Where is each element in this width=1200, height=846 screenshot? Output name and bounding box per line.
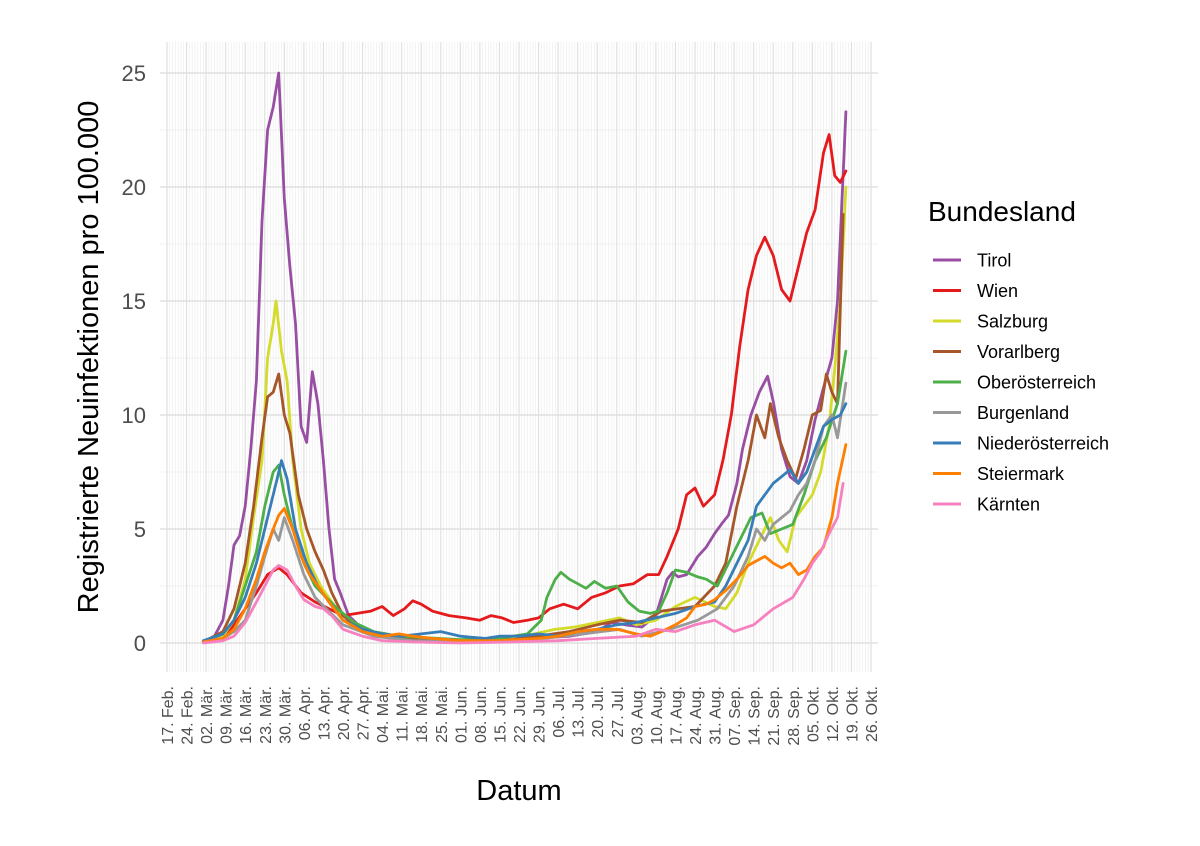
x-axis-title: Datum <box>476 775 561 807</box>
x-tick-label: 20. Apr. <box>336 686 353 740</box>
x-tick-label: 10. Aug. <box>649 686 666 745</box>
legend-label: Salzburg <box>977 312 1048 332</box>
x-tick-label: 21. Sep. <box>766 686 783 746</box>
x-tick-label: 01. Jun. <box>453 686 470 743</box>
x-tick-label: 08. Jun. <box>473 686 490 743</box>
x-tick-label: 17. Aug. <box>668 686 685 745</box>
x-tick-label: 02. Mär. <box>199 686 216 744</box>
major-gridlines <box>160 42 878 672</box>
legend-label: Tirol <box>977 251 1011 271</box>
y-axis-tick-labels: 0 5 10 15 20 25 <box>122 61 146 656</box>
x-tick-label: 16. Mär. <box>238 686 255 744</box>
x-tick-label: 20. Jul. <box>590 686 607 738</box>
legend-label: Vorarlberg <box>977 342 1060 362</box>
x-tick-label: 12. Okt. <box>825 686 842 742</box>
legend-label: Oberösterreich <box>977 373 1096 393</box>
x-tick-label: 19. Okt. <box>844 686 861 742</box>
x-tick-label: 13. Apr. <box>316 686 333 740</box>
series-line-steiermark <box>201 443 848 644</box>
legend-label: Steiermark <box>977 464 1065 484</box>
x-tick-label: 30. Mär. <box>277 686 294 744</box>
legend-label: Wien <box>977 281 1018 301</box>
y-tick-label: 0 <box>134 631 146 656</box>
legend-label: Niederösterreich <box>977 434 1109 454</box>
series-line-salzburg <box>201 185 848 644</box>
y-tick-label: 5 <box>134 517 146 542</box>
x-tick-label: 29. Jun. <box>532 686 549 743</box>
x-tick-label: 05. Okt. <box>805 686 822 742</box>
x-tick-label: 27. Apr. <box>356 686 373 740</box>
x-tick-label: 22. Jun. <box>512 686 529 743</box>
x-tick-label: 15. Jun. <box>492 686 509 743</box>
series-line-nieder-sterreich <box>201 402 848 643</box>
x-tick-label: 07. Sep. <box>727 686 744 746</box>
x-tick-label: 03. Aug. <box>629 686 646 745</box>
x-tick-label: 26. Okt. <box>864 686 881 742</box>
series-line-ober-sterreich <box>201 349 848 644</box>
y-tick-label: 25 <box>122 61 146 86</box>
x-tick-label: 31. Aug. <box>708 686 725 745</box>
x-tick-label: 23. Mär. <box>258 686 275 744</box>
x-tick-label: 18. Mai. <box>414 686 431 743</box>
x-tick-label: 25. Mai. <box>434 686 451 743</box>
legend-title: Bundesland <box>928 196 1076 227</box>
x-tick-label: 24. Feb. <box>180 686 197 745</box>
legend-label: Kärnten <box>977 495 1040 515</box>
x-tick-label: 11. Mai. <box>395 686 412 742</box>
x-axis-tick-labels: 17. Feb. 24. Feb. 02. Mär. 09. Mär. 16. Mär.… <box>160 686 881 746</box>
x-tick-label: 04. Mai. <box>375 686 392 743</box>
legend-label: Burgenland <box>977 403 1069 423</box>
series-line-burgenland <box>201 381 848 644</box>
legend: Bundesland Tirol Wien Salzburg Vorarlberg Ob… <box>928 196 1109 515</box>
y-axis-title: Registrierte Neuinfektionen pro 100.000 <box>73 101 105 614</box>
series-line-k-rnten <box>201 482 845 645</box>
y-tick-label: 15 <box>122 289 146 314</box>
x-tick-label: 09. Mär. <box>219 686 236 744</box>
x-tick-label: 13. Jul. <box>571 686 588 738</box>
x-tick-label: 27. Jul. <box>610 686 627 738</box>
x-tick-label: 24. Aug. <box>688 686 705 745</box>
y-tick-label: 10 <box>122 403 146 428</box>
series-lines <box>201 71 848 645</box>
x-tick-label: 17. Feb. <box>160 686 177 745</box>
x-tick-label: 06. Jul. <box>551 686 568 738</box>
y-tick-label: 20 <box>122 175 146 200</box>
x-tick-label: 06. Apr. <box>297 686 314 740</box>
x-tick-label: 14. Sep. <box>747 686 764 746</box>
x-tick-label: 28. Sep. <box>786 686 803 746</box>
